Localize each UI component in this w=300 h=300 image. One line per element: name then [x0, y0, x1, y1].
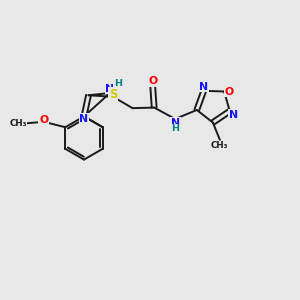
Text: H: H: [114, 79, 122, 88]
Text: O: O: [225, 86, 234, 97]
Text: H: H: [171, 124, 179, 134]
Text: N: N: [199, 82, 208, 92]
Text: O: O: [148, 76, 157, 86]
Text: N: N: [105, 83, 115, 94]
Text: CH₃: CH₃: [9, 119, 27, 128]
Text: N: N: [171, 118, 180, 128]
Text: O: O: [39, 115, 48, 125]
Text: S: S: [109, 88, 117, 101]
Text: N: N: [229, 110, 238, 120]
Text: CH₃: CH₃: [211, 141, 229, 150]
Text: N: N: [80, 114, 88, 124]
